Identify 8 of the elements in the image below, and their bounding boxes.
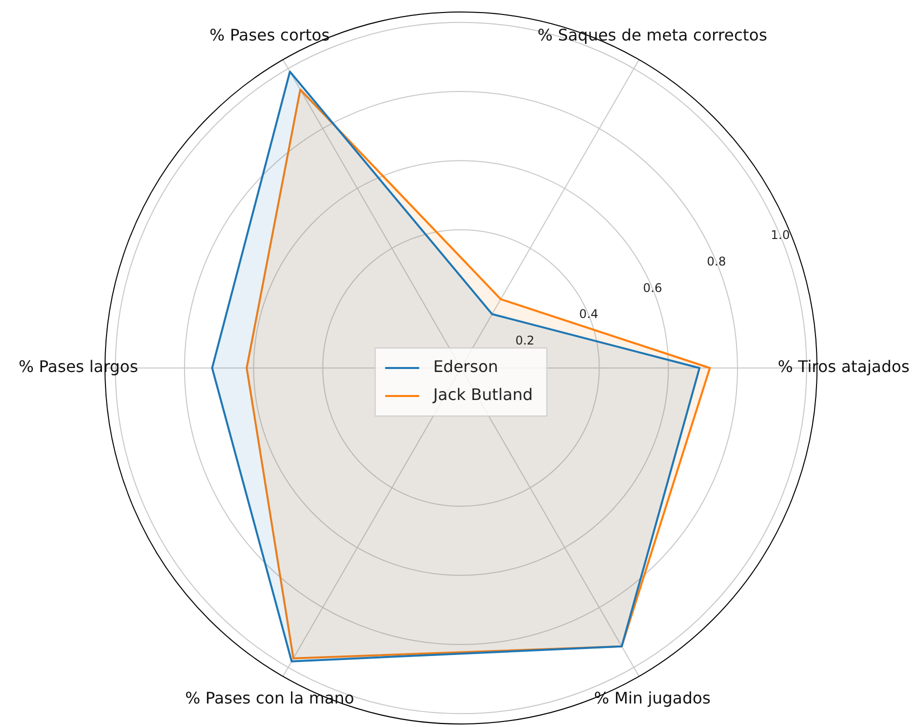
spoke-label: % Pases cortos bbox=[210, 26, 330, 45]
y-tick-label: 0.4 bbox=[579, 307, 598, 322]
y-tick-label: 0.8 bbox=[706, 254, 726, 268]
y-tick-label: 1.0 bbox=[770, 228, 790, 242]
legend-label: Jack Butland bbox=[432, 385, 533, 404]
y-tick-label: 0.2 bbox=[515, 334, 534, 348]
legend-label: Ederson bbox=[433, 357, 498, 376]
y-tick-label: 0.6 bbox=[643, 280, 662, 295]
